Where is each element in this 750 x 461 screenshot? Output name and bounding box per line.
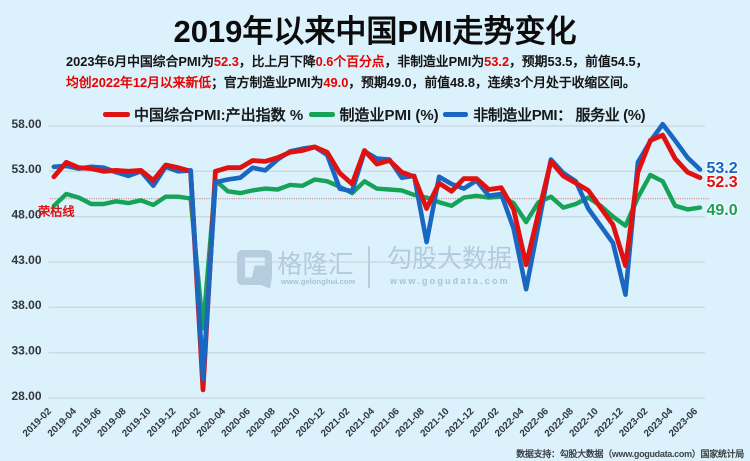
svg-text:38.00: 38.00	[11, 298, 41, 312]
svg-text:43.00: 43.00	[11, 253, 41, 267]
svg-text:53.00: 53.00	[11, 162, 41, 176]
svg-text:58.00: 58.00	[11, 117, 41, 131]
svg-text:48.00: 48.00	[11, 208, 41, 222]
svg-text:荣枯线: 荣枯线	[37, 203, 75, 218]
svg-text:28.00: 28.00	[11, 389, 41, 403]
svg-text:33.00: 33.00	[11, 344, 41, 358]
